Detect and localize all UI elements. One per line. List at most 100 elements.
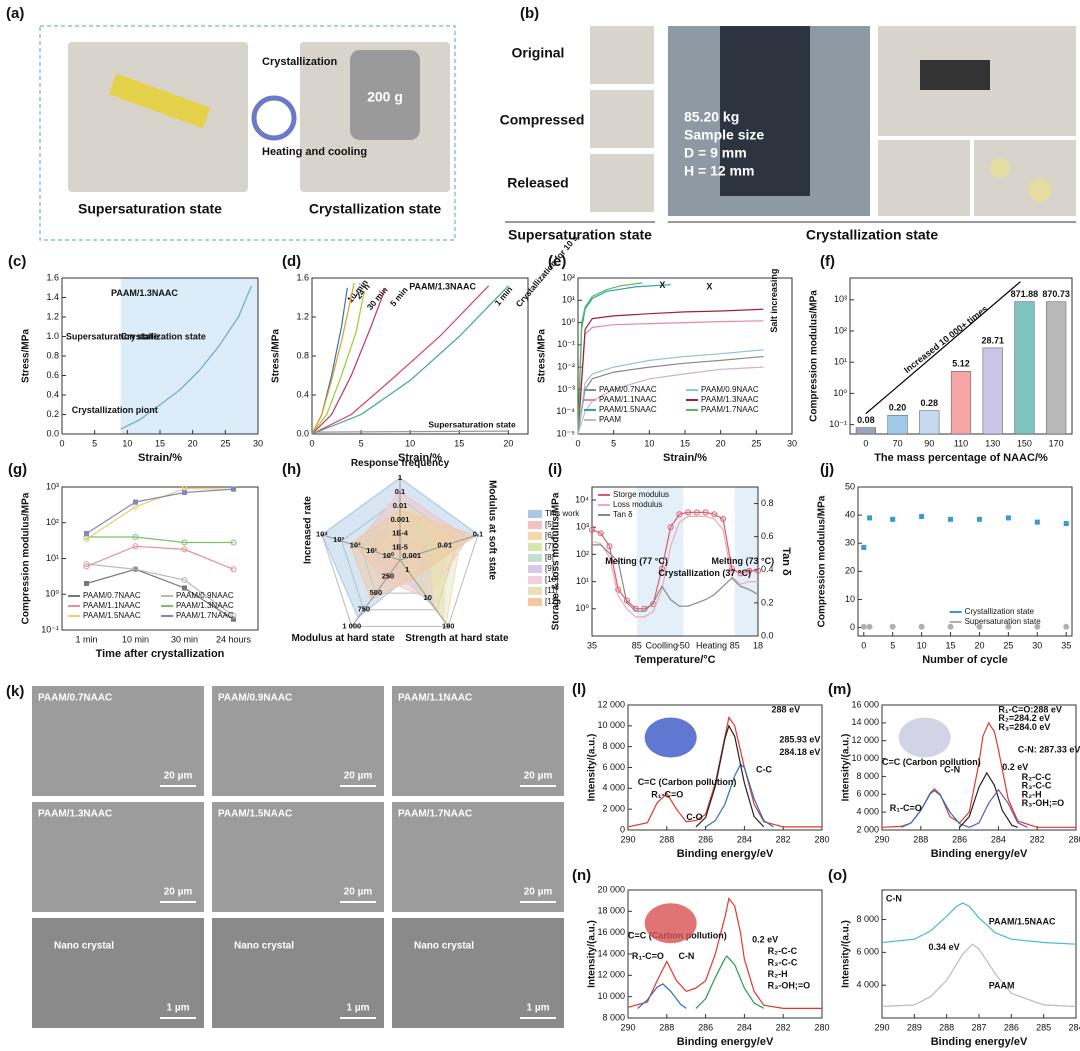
radar-tick-label: 10³ (333, 535, 344, 544)
annotation: PAAM/1.5NAAC (989, 916, 1056, 926)
series-line (311, 430, 509, 433)
x-tick-label: 170 (1049, 438, 1064, 448)
legend-label: PAAM/1.3NAAC (701, 395, 759, 404)
marker (728, 565, 735, 572)
photo-person (720, 26, 810, 196)
x-tick-label: 5 (92, 438, 97, 448)
panel-label: (h) (282, 461, 301, 478)
marker (1063, 623, 1070, 630)
annotation: 0.2 eV (1002, 762, 1028, 772)
legend-label: PAAM/0.9NAAC (701, 385, 759, 394)
scale-label: 20 µm (524, 771, 553, 782)
marker (132, 566, 139, 573)
y-tick-label: 10² (834, 325, 847, 335)
x-tick-label: 85 (632, 640, 642, 650)
series-line (311, 282, 355, 435)
annotation: PAAM/1.3NAAC (111, 288, 178, 298)
marker (976, 516, 982, 522)
x-tick-label: 24 hours (216, 634, 252, 644)
marker (615, 586, 622, 593)
annotation: C-N (944, 764, 960, 774)
radar-axis (399, 559, 449, 627)
marker (676, 511, 683, 518)
marker (755, 567, 761, 574)
caption: Crystallization state (806, 227, 938, 243)
trend-arrow (865, 281, 1021, 415)
x-tick-label: -50 (677, 640, 690, 650)
radar-tick (399, 477, 401, 479)
scale-label: 20 µm (164, 771, 193, 782)
y-tick-label: 0.0 (296, 428, 309, 438)
x-tick-label: 290 (620, 1022, 635, 1032)
radar-tick-label: 1E-4 (392, 529, 409, 538)
plot-frame (591, 486, 759, 637)
marker (948, 516, 954, 522)
x-axis-label: Strain/% (663, 452, 707, 464)
x-tick-label: 0 (863, 438, 868, 448)
annotation: R₃-OH;=O (768, 980, 810, 990)
legend-label: PAAM/1.7NAAC (701, 405, 759, 414)
y-tick-label: 8 000 (856, 771, 879, 781)
series-line (86, 487, 234, 540)
marker (1034, 519, 1040, 525)
annotation: X (706, 282, 712, 292)
x-tick-label: 110 (954, 438, 968, 448)
scale-label: 20 µm (344, 887, 373, 898)
x-tick-label: 30 (253, 438, 263, 448)
marker (181, 546, 188, 553)
bar (887, 414, 908, 435)
panel-label: (i) (548, 461, 562, 478)
marker (84, 531, 89, 537)
weight-label: 200 g (367, 89, 403, 105)
series-line (695, 955, 765, 1009)
x-axis-label: Strain/% (138, 452, 182, 464)
marker (693, 509, 700, 516)
radar-tick (375, 592, 377, 594)
x-tick-label: 10 (122, 438, 132, 448)
sem-image (392, 686, 564, 796)
panel-label: (n) (572, 867, 591, 884)
line-label: 1 min (492, 284, 514, 307)
y-tick-label: 10³ (576, 522, 589, 532)
legend-label: [7] (545, 542, 554, 551)
series-line (86, 545, 234, 570)
radar-tick-label: 1 (398, 473, 402, 482)
radar-tick (477, 533, 479, 536)
legend-label: PAAM (599, 415, 621, 424)
radar-tick (351, 625, 353, 628)
series-line (901, 789, 970, 828)
y-tick-label: 16 000 (851, 699, 879, 709)
x-tick-label: 287 (971, 1022, 986, 1032)
y-tick-label: 0.4 (46, 389, 59, 399)
x-axis-label: Binding energy/eV (677, 1036, 774, 1048)
annotation: R₁-C=O (632, 951, 664, 961)
x-tick-label: 20 (188, 438, 198, 448)
bar (919, 410, 940, 435)
marker (861, 544, 867, 550)
photo (590, 26, 654, 84)
marker (867, 515, 873, 521)
x-tick-label: 282 (1030, 834, 1045, 844)
cycle-arrow (251, 95, 297, 141)
x-tick-label: 1 min (75, 634, 97, 644)
panel-label: (b) (520, 5, 539, 22)
y-tick-label: 30 (845, 538, 855, 548)
photo (878, 140, 970, 216)
annotation: X (659, 280, 665, 290)
x-tick-label: 18 (753, 640, 763, 650)
radar-tick-label: 0.1 (395, 487, 405, 496)
legend-label: [6] (545, 531, 554, 540)
value-label: 0.08 (857, 415, 875, 425)
x-tick-label: 15 (454, 438, 464, 448)
x-tick-label: 284 (1068, 1022, 1080, 1032)
legend-label: This work (545, 509, 580, 518)
x-tick-label: 280 (814, 1022, 829, 1032)
annotation: Increased 10 000+ times (902, 304, 990, 375)
radar-tick (399, 546, 401, 549)
annotation: R₃-OH;=O (1022, 798, 1064, 808)
radar-tick (399, 519, 401, 521)
marker (1005, 623, 1012, 630)
tile-label: PAAM/0.9NAAC (218, 693, 292, 704)
y-tick-label: 0.2 (46, 409, 59, 419)
y-tick-label: 10¹ (562, 295, 575, 305)
